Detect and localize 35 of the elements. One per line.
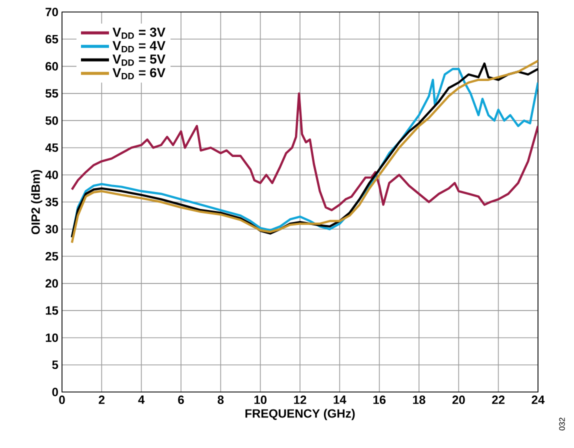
x-tick-label: 18 <box>413 396 426 404</box>
y-tick-label: 0 <box>52 388 58 396</box>
x-tick-label: 10 <box>254 396 267 404</box>
y-tick-label: 40 <box>45 170 58 180</box>
text: 032 <box>559 418 565 430</box>
y-tick-label: 50 <box>45 116 58 125</box>
y-tick-label: 35 <box>45 198 58 206</box>
legend-label: V$_{DD}$ = 3V <box>112 28 166 39</box>
y-axis-title: OIP2 (dBm) <box>31 170 42 234</box>
y-tick-label: 70 <box>46 8 58 16</box>
y-tick-label: 5 <box>52 360 58 370</box>
x-tick-label: 6 <box>178 396 184 404</box>
y-tick-label: 10 <box>46 333 58 342</box>
y-tick-label: 20 <box>46 279 58 288</box>
x-tick-label: 2 <box>98 396 105 404</box>
legend-label: V$_{DD}$ = 6V <box>112 68 166 80</box>
y-tick-label: 25 <box>46 252 58 261</box>
y-tick-label: 30 <box>45 224 58 234</box>
x-tick-label: 22 <box>492 396 505 404</box>
legend-label: V$_{DD}$ = 4V <box>112 41 166 52</box>
x-tick-label: 14 <box>334 396 346 404</box>
x-tick-label: 12 <box>294 396 306 404</box>
y-tick-label: 65 <box>46 34 58 44</box>
x-tick-label: 0 <box>59 396 65 404</box>
y-tick-label: 55 <box>45 89 58 98</box>
x-tick-label: 16 <box>373 396 386 404</box>
legend-label: V$_{DD}$ = 5V <box>112 54 166 66</box>
x-axis-title: FREQUENCY (GHz) <box>245 408 355 420</box>
x-tick-label: 8 <box>218 396 224 404</box>
x-tick-label: 24 <box>532 396 545 404</box>
x-tick-label: 4 <box>138 396 145 404</box>
y-tick-label: 45 <box>45 144 58 152</box>
y-tick-label: 60 <box>46 62 58 71</box>
y-tick-label: 15 <box>46 306 58 315</box>
x-tick-label: 20 <box>452 396 465 404</box>
